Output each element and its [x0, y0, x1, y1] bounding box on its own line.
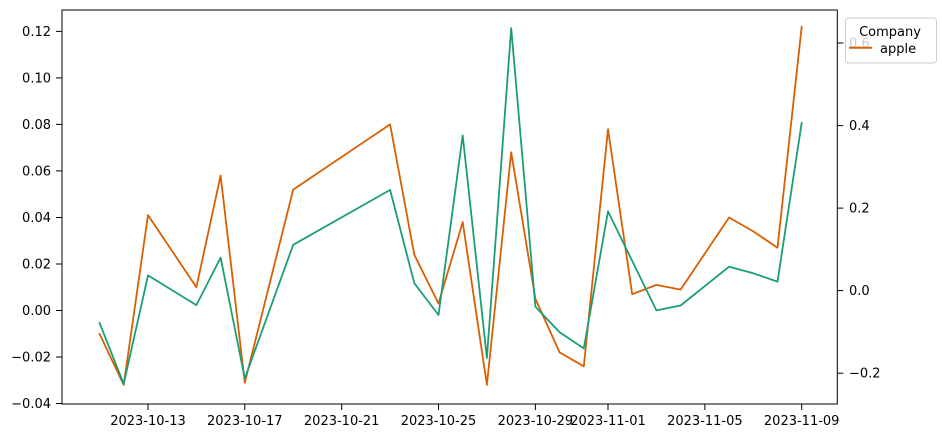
y-tick-label-left: 0.10: [22, 71, 51, 86]
y-tick-label-left: 0.08: [22, 118, 51, 133]
series-lines: [98, 25, 803, 386]
x-tick-label: 2023-10-13: [110, 414, 186, 429]
legend-frame: [845, 17, 937, 64]
y-tick-label-left: 0.00: [22, 304, 51, 319]
y-tick-label-left: −0.04: [11, 397, 51, 412]
x-tick-label: 2023-11-01: [570, 414, 646, 429]
y-tick-label-left: 0.02: [22, 258, 51, 273]
x-axis-ticks: 2023-10-13 2023-10-17 2023-10-21 2023-10-25…: [110, 404, 839, 429]
y-axis-left-ticks: −0.04 −0.02 0.00 0.02 0.04 0.06 0.08 0.10 0.12: [11, 25, 62, 412]
y-tick-label-right: −0.2: [849, 367, 881, 382]
y-tick-label-right: 0.0: [849, 284, 870, 299]
x-tick-label: 2023-11-05: [667, 414, 743, 429]
legend-label-apple: apple: [880, 42, 916, 57]
y-axis-right-ticks: −0.20.00.20.40.6: [837, 37, 881, 382]
axes-frame: [61, 9, 838, 405]
x-tick-label: 2023-10-21: [304, 414, 380, 429]
y-tick-label-left: 0.04: [22, 211, 51, 226]
series-line-unlabeled-1: [98, 27, 803, 385]
y-tick-label-left: 0.06: [22, 164, 51, 179]
y-tick-label-right: 0.2: [849, 202, 870, 217]
y-tick-label-right: 0.4: [849, 119, 870, 134]
x-tick-label: 2023-10-29: [498, 414, 574, 429]
series-line-apple: [98, 25, 803, 386]
legend: Company apple: [845, 17, 937, 64]
y-tick-label-left: −0.02: [11, 351, 51, 366]
y-tick-label-left: 0.12: [22, 25, 51, 40]
x-tick-label: 2023-11-09: [764, 414, 840, 429]
x-tick-label: 2023-10-25: [401, 414, 477, 429]
legend-title: Company: [859, 25, 921, 40]
x-tick-label: 2023-10-17: [207, 414, 283, 429]
